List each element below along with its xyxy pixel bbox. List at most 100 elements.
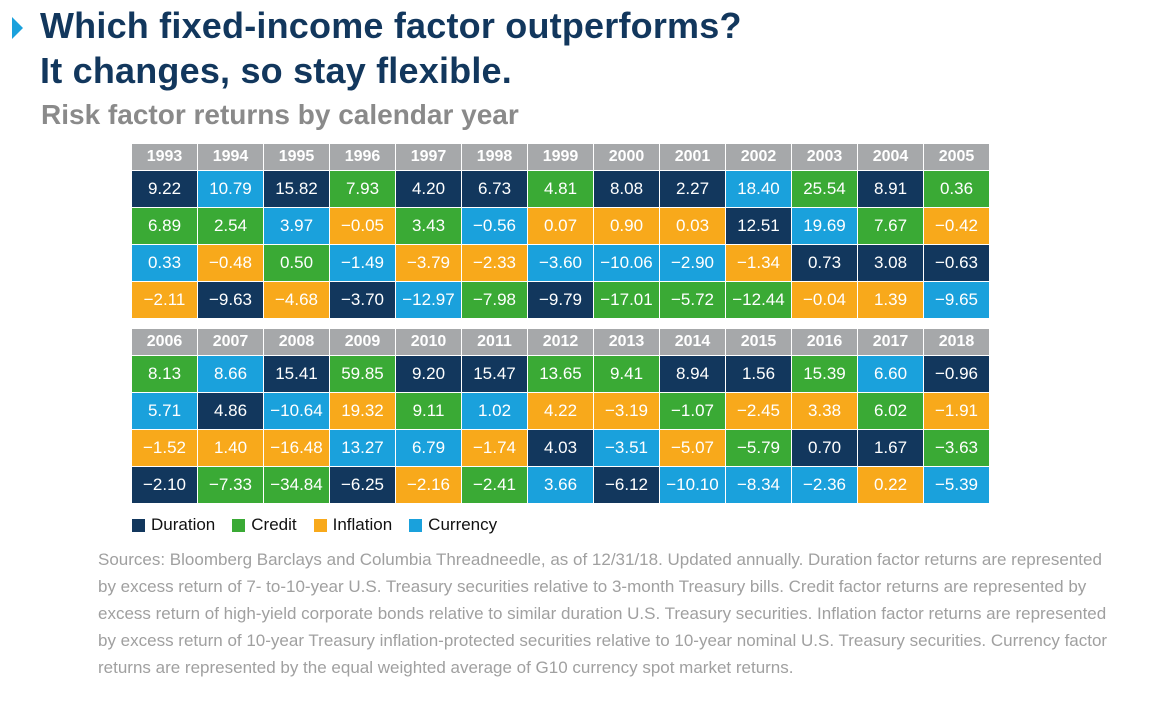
year-header-row: 1993 1994 1995 1996 1997 1998 1999 2000 2001 2002… bbox=[131, 143, 990, 171]
return-cell-credit: −17.01 bbox=[593, 281, 660, 319]
return-cell-inflation: −2.16 bbox=[395, 466, 462, 504]
return-cell-credit: 6.89 bbox=[131, 207, 198, 245]
return-cell-currency: 5.71 bbox=[131, 392, 198, 430]
rank-row: 9.22 10.79 15.82 7.93 4.20 6.73 4.81 8.08 2.27 18… bbox=[131, 170, 990, 208]
return-cell-credit: −12.44 bbox=[725, 281, 792, 319]
return-cell-inflation: −0.04 bbox=[791, 281, 858, 319]
return-cell-duration: 0.73 bbox=[791, 244, 858, 282]
return-cell-duration: 15.82 bbox=[263, 170, 330, 208]
rank-row: 8.13 8.66 15.41 59.85 9.20 15.47 13.65 9.41 8.94… bbox=[131, 355, 990, 393]
page-title-line-1: Which fixed-income factor outperforms? bbox=[40, 5, 742, 46]
return-cell-inflation: −0.48 bbox=[197, 244, 264, 282]
return-cell-credit: 4.81 bbox=[527, 170, 594, 208]
return-cell-credit: 0.36 bbox=[923, 170, 990, 208]
return-cell-duration: −9.79 bbox=[527, 281, 594, 319]
triangle-right-icon bbox=[12, 17, 23, 39]
return-cell-currency: −10.10 bbox=[659, 466, 726, 504]
return-cell-currency: 1.02 bbox=[461, 392, 528, 430]
rank-row: 6.89 2.54 3.97 −0.05 3.43 −0.56 0.07 0.90 0.03 12… bbox=[131, 207, 990, 245]
return-cell-inflation: −2.45 bbox=[725, 392, 792, 430]
year-header: 2014 bbox=[659, 328, 726, 356]
return-cell-credit: 7.93 bbox=[329, 170, 396, 208]
year-header: 2005 bbox=[923, 143, 990, 171]
return-cell-inflation: −1.52 bbox=[131, 429, 198, 467]
legend: Duration Credit Inflation Currency bbox=[132, 515, 497, 535]
return-cell-duration: 1.67 bbox=[857, 429, 924, 467]
return-cell-credit: 13.65 bbox=[527, 355, 594, 393]
rank-row: 0.33 −0.48 0.50 −1.49 −3.79 −2.33 −3.60 −10.06−… bbox=[131, 244, 990, 282]
year-header: 2001 bbox=[659, 143, 726, 171]
return-cell-credit: 3.43 bbox=[395, 207, 462, 245]
return-cell-inflation: 0.22 bbox=[857, 466, 924, 504]
return-cell-duration: −6.12 bbox=[593, 466, 660, 504]
return-cell-inflation: −0.42 bbox=[923, 207, 990, 245]
return-cell-duration: 4.03 bbox=[527, 429, 594, 467]
return-cell-inflation: −3.19 bbox=[593, 392, 660, 430]
returns-table-2006-2018: 2006 2007 2008 2009 2010 2011 2012 2013 2014 2015… bbox=[131, 328, 990, 504]
return-cell-credit: −7.33 bbox=[197, 466, 264, 504]
return-cell-duration: 15.47 bbox=[461, 355, 528, 393]
return-cell-duration: 6.73 bbox=[461, 170, 528, 208]
return-cell-currency: −3.60 bbox=[527, 244, 594, 282]
year-header: 2013 bbox=[593, 328, 660, 356]
chart-subtitle: Risk factor returns by calendar year bbox=[41, 99, 519, 130]
return-cell-currency: 3.66 bbox=[527, 466, 594, 504]
rank-row: −2.10 −7.33 −34.84 −6.25 −2.16 −2.41 3.66 −6.12… bbox=[131, 466, 990, 504]
legend-item-duration: Duration bbox=[132, 515, 215, 535]
return-cell-credit: −2.41 bbox=[461, 466, 528, 504]
year-header: 2000 bbox=[593, 143, 660, 171]
year-header: 1994 bbox=[197, 143, 264, 171]
return-cell-credit: 9.41 bbox=[593, 355, 660, 393]
return-cell-inflation: −1.74 bbox=[461, 429, 528, 467]
page-title-line-2: It changes, so stay flexible. bbox=[40, 50, 512, 91]
return-cell-duration: −3.70 bbox=[329, 281, 396, 319]
return-cell-duration: −0.63 bbox=[923, 244, 990, 282]
return-cell-duration: 15.41 bbox=[263, 355, 330, 393]
return-cell-duration: 8.94 bbox=[659, 355, 726, 393]
return-cell-inflation: −1.34 bbox=[725, 244, 792, 282]
return-cell-inflation: −0.05 bbox=[329, 207, 396, 245]
return-cell-currency: 0.33 bbox=[131, 244, 198, 282]
return-cell-currency: 8.66 bbox=[197, 355, 264, 393]
return-cell-duration: 8.08 bbox=[593, 170, 660, 208]
return-cell-currency: −10.64 bbox=[263, 392, 330, 430]
return-cell-credit: −5.72 bbox=[659, 281, 726, 319]
legend-label: Inflation bbox=[332, 515, 393, 534]
return-cell-credit: 2.54 bbox=[197, 207, 264, 245]
return-cell-duration: 9.22 bbox=[131, 170, 198, 208]
year-header: 2016 bbox=[791, 328, 858, 356]
return-cell-inflation: −3.79 bbox=[395, 244, 462, 282]
year-header: 1993 bbox=[131, 143, 198, 171]
return-cell-credit: −5.79 bbox=[725, 429, 792, 467]
sources-note: Sources: Bloomberg Barclays and Columbia… bbox=[98, 550, 1108, 677]
return-cell-currency: 6.79 bbox=[395, 429, 462, 467]
return-cell-currency: −1.49 bbox=[329, 244, 396, 282]
year-header: 1999 bbox=[527, 143, 594, 171]
year-header: 2010 bbox=[395, 328, 462, 356]
return-cell-duration: −0.96 bbox=[923, 355, 990, 393]
return-cell-inflation: 0.07 bbox=[527, 207, 594, 245]
year-header: 2007 bbox=[197, 328, 264, 356]
return-cell-inflation: −2.33 bbox=[461, 244, 528, 282]
return-cell-credit: −34.84 bbox=[263, 466, 330, 504]
return-cell-currency: −2.90 bbox=[659, 244, 726, 282]
rank-row: −2.11 −9.63 −4.68 −3.70 −12.97 −7.98 −9.79 −17.… bbox=[131, 281, 990, 319]
return-cell-duration: 2.27 bbox=[659, 170, 726, 208]
return-cell-currency: −3.51 bbox=[593, 429, 660, 467]
year-header: 1997 bbox=[395, 143, 462, 171]
return-cell-currency: 3.97 bbox=[263, 207, 330, 245]
rank-row: −1.52 1.40 −16.48 13.27 6.79 −1.74 4.03 −3.51 −5… bbox=[131, 429, 990, 467]
return-cell-duration: −6.25 bbox=[329, 466, 396, 504]
return-cell-currency: −0.56 bbox=[461, 207, 528, 245]
return-cell-inflation: −16.48 bbox=[263, 429, 330, 467]
return-cell-inflation: −4.68 bbox=[263, 281, 330, 319]
return-cell-credit: 8.13 bbox=[131, 355, 198, 393]
legend-item-inflation: Inflation bbox=[313, 515, 393, 535]
year-header: 2009 bbox=[329, 328, 396, 356]
return-cell-credit: 0.50 bbox=[263, 244, 330, 282]
return-cell-currency: 13.27 bbox=[329, 429, 396, 467]
return-cell-credit: −3.63 bbox=[923, 429, 990, 467]
year-header: 2017 bbox=[857, 328, 924, 356]
return-cell-currency: −5.39 bbox=[923, 466, 990, 504]
return-cell-currency: −12.97 bbox=[395, 281, 462, 319]
